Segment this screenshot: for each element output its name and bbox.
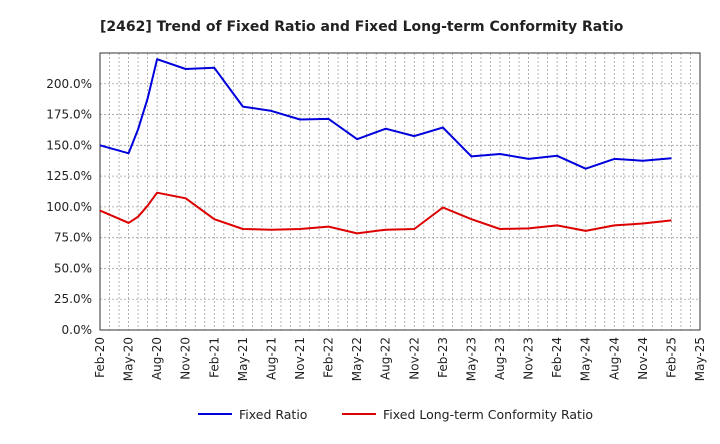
x-tick-label: Nov-21 [293, 337, 307, 380]
x-tick-label: Aug-20 [150, 337, 164, 380]
x-tick-label: May-23 [464, 337, 478, 381]
y-tick-label: 25.0% [54, 292, 92, 306]
chart-title: [2462] Trend of Fixed Ratio and Fixed Lo… [100, 19, 624, 35]
x-tick-label: Nov-22 [407, 337, 421, 380]
legend: Fixed Ratio Fixed Long-term Conformity Ra… [198, 407, 593, 422]
x-tick-label: Nov-24 [636, 337, 650, 380]
y-tick-label: 125.0% [46, 169, 92, 183]
x-tick-label: Feb-21 [207, 337, 221, 378]
plot-border [100, 53, 700, 330]
y-tick-label: 200.0% [46, 77, 92, 91]
x-tick-label: Feb-23 [436, 337, 450, 378]
x-tick-label: Feb-24 [550, 337, 564, 378]
x-tick-label: Aug-22 [379, 337, 393, 380]
y-tick-label: 150.0% [46, 138, 92, 152]
x-tick-label: May-25 [693, 337, 707, 381]
x-tick-label: Feb-25 [664, 337, 678, 378]
x-tick-label: May-22 [350, 337, 364, 381]
x-tick-label: Aug-21 [264, 337, 278, 380]
legend-label: Fixed Ratio [239, 407, 307, 422]
x-tick-label: Feb-22 [322, 337, 336, 378]
y-tick-label: 50.0% [54, 261, 92, 275]
x-tick-label: May-20 [122, 337, 136, 381]
x-tick-label: Nov-23 [522, 337, 536, 380]
x-tick-label: Aug-23 [493, 337, 507, 380]
x-tick-label: Nov-20 [179, 337, 193, 380]
y-tick-label: 0.0% [62, 323, 93, 337]
legend-label: Fixed Long-term Conformity Ratio [383, 407, 593, 422]
x-tick-label: May-21 [236, 337, 250, 381]
x-tick-label: Aug-24 [607, 337, 621, 380]
x-tick-label: Feb-20 [93, 337, 107, 378]
y-tick-label: 100.0% [46, 200, 92, 214]
y-tick-label: 75.0% [54, 231, 92, 245]
grid-layer [100, 53, 700, 330]
x-tick-label: May-24 [579, 337, 593, 381]
axis-layer: 0.0% 25.0% 50.0% 75.0% 100.0% 125.0% 150.0% 175… [46, 53, 707, 381]
y-tick-label: 175.0% [46, 108, 92, 122]
